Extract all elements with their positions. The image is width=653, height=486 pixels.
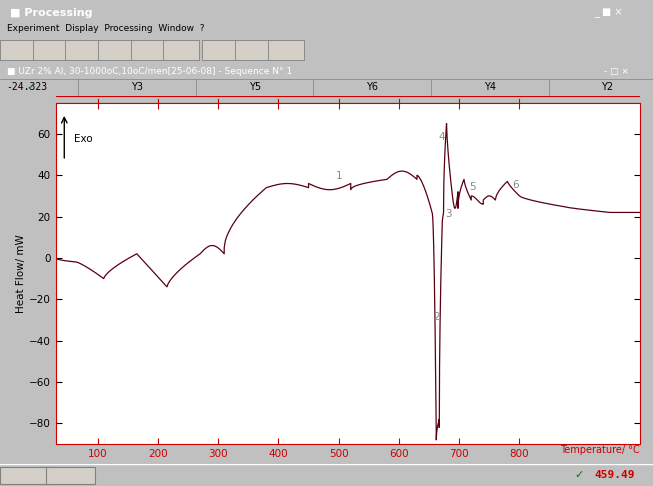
Text: Y4: Y4 (484, 82, 496, 92)
Text: Exo: Exo (74, 134, 93, 144)
FancyBboxPatch shape (268, 40, 304, 60)
Text: Y6: Y6 (366, 82, 378, 92)
Text: Y5: Y5 (249, 82, 261, 92)
FancyBboxPatch shape (46, 467, 95, 484)
Text: Y3: Y3 (131, 82, 143, 92)
Text: Y2: Y2 (601, 82, 613, 92)
FancyBboxPatch shape (163, 40, 199, 60)
Text: Temperature/ °C: Temperature/ °C (560, 445, 640, 455)
Text: ✓: ✓ (575, 470, 584, 480)
FancyBboxPatch shape (202, 40, 238, 60)
Text: 1: 1 (336, 172, 342, 181)
Text: ■ UZr 2% Al, 30-1000oC,10oC/men[25-06-08] - Sequence N° 1: ■ UZr 2% Al, 30-1000oC,10oC/men[25-06-08… (7, 67, 292, 76)
FancyBboxPatch shape (235, 40, 271, 60)
FancyBboxPatch shape (131, 40, 167, 60)
FancyBboxPatch shape (0, 467, 49, 484)
Text: _ ■ ×: _ ■ × (594, 8, 623, 18)
FancyBboxPatch shape (33, 40, 69, 60)
Text: - □ ×: - □ × (604, 67, 629, 76)
FancyBboxPatch shape (98, 40, 134, 60)
FancyBboxPatch shape (0, 40, 36, 60)
Text: Experiment  Display  Processing  Window  ?: Experiment Display Processing Window ? (7, 24, 204, 33)
Text: 2: 2 (433, 312, 439, 322)
Text: 5: 5 (469, 182, 476, 191)
Text: 6: 6 (512, 180, 518, 190)
FancyBboxPatch shape (65, 40, 101, 60)
Text: -24.323: -24.323 (7, 82, 48, 92)
Text: ■ Processing: ■ Processing (10, 8, 92, 18)
Y-axis label: Heat Flow/ mW: Heat Flow/ mW (16, 234, 26, 313)
Text: ✓: ✓ (26, 82, 35, 92)
Text: 3: 3 (445, 208, 452, 219)
Text: 4: 4 (438, 132, 445, 142)
Text: 459.49: 459.49 (594, 470, 635, 480)
